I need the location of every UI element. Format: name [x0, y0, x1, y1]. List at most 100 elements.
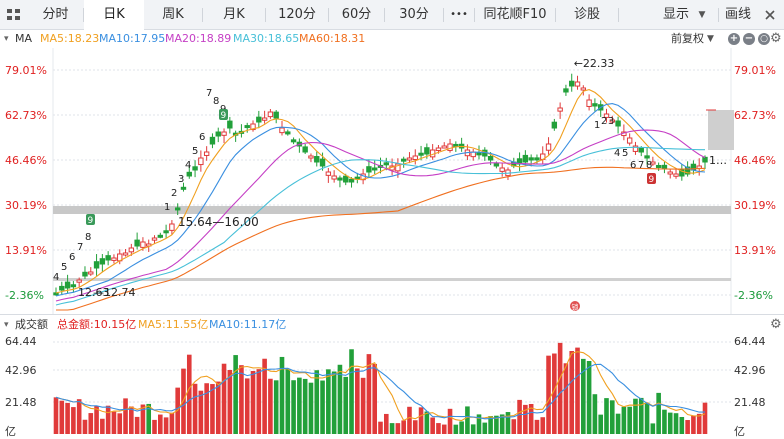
candle-body — [122, 252, 129, 256]
volume-bar — [297, 377, 302, 434]
axis-left-label: 46.46% — [5, 154, 47, 167]
volume-bar — [557, 342, 563, 434]
volume-bar — [308, 382, 314, 434]
axis-left-label: 30.19% — [5, 199, 47, 212]
tab-month-k[interactable]: 月K — [223, 7, 245, 22]
td-sequence-number: 6 — [199, 132, 205, 143]
candle-body — [655, 164, 662, 168]
volume-bar — [378, 421, 383, 434]
toolbar-divider — [384, 8, 385, 22]
candle-body — [285, 131, 291, 135]
candle-body — [372, 167, 378, 171]
volume-ma5: MA5:11.55亿 — [138, 318, 209, 331]
price-grid — [52, 48, 732, 314]
td-sequence-number: 7 — [206, 88, 212, 99]
volume-bar — [117, 413, 123, 434]
candle-body — [128, 247, 135, 253]
toolbar-divider — [555, 8, 556, 22]
volume-bar — [279, 356, 285, 434]
candle-body — [64, 281, 71, 289]
axis-right-label: 46.46% — [734, 154, 776, 167]
volume-bar — [302, 378, 308, 434]
volume-bar — [105, 405, 111, 434]
more-icon[interactable]: ••• — [450, 9, 468, 20]
volume-bar — [59, 400, 65, 434]
draw-line-button[interactable]: 画线 — [724, 7, 751, 22]
adjust-mode-label[interactable]: 前复权 — [671, 32, 704, 45]
volume-bar — [349, 349, 354, 434]
tab-day-k[interactable]: 日K — [84, 0, 144, 30]
volume-bar — [609, 400, 615, 434]
volume-bar — [528, 403, 534, 434]
close-icon[interactable] — [760, 0, 780, 30]
candle-body — [406, 157, 413, 161]
candle-body — [343, 175, 349, 183]
volume-bar — [268, 378, 273, 434]
settings-gear-icon[interactable]: ⚙ — [770, 317, 782, 332]
tab-f10[interactable]: 同花顺F10 — [483, 7, 547, 22]
tab-120min[interactable]: 120分 — [278, 7, 316, 22]
volume-bar — [65, 402, 70, 434]
volume-bar — [667, 412, 673, 434]
candle-body — [661, 164, 668, 169]
tab-60min[interactable]: 60分 — [341, 7, 372, 22]
candle-body — [186, 171, 192, 177]
candle-body — [400, 158, 407, 162]
volume-bar — [372, 363, 378, 434]
candle-body — [435, 147, 442, 151]
candle-body — [59, 285, 65, 291]
volume-chart[interactable] — [0, 334, 784, 436]
td-badge-9: 9 — [649, 175, 655, 185]
td-sequence-number: 4 — [185, 160, 191, 171]
candle-body — [221, 131, 227, 136]
volume-bar — [476, 414, 482, 434]
ma-legend: ▾ MA MA5:18.23 MA10:17.95 MA20:18.89 MA3… — [0, 30, 784, 48]
candle-body — [267, 111, 274, 118]
range-box-label: 15.64—16.00 — [178, 215, 259, 229]
display-menu[interactable]: 显示 — [662, 7, 689, 22]
adjust-dropdown-icon[interactable]: ▼ — [707, 34, 714, 44]
volume-indicator-name[interactable]: 成交额 — [15, 318, 48, 331]
volume-bar — [204, 383, 209, 434]
volume-bar — [586, 361, 592, 434]
legend-indicator-name[interactable]: MA — [15, 32, 33, 45]
candle-body — [180, 186, 187, 190]
axis-right-label: 13.91% — [734, 244, 776, 257]
kline-chart[interactable]: ←22.3312.63—12.7415.64—16.001…4567812345… — [0, 48, 784, 314]
zoom-in-icon[interactable]: + — [728, 33, 740, 45]
zoom-out-icon[interactable]: − — [743, 33, 755, 45]
volume-bar — [505, 412, 511, 434]
volume-bar — [592, 394, 598, 434]
td-badge-9-bg — [647, 173, 656, 184]
candle-body — [644, 155, 650, 159]
tab-week-k[interactable]: 周K — [162, 7, 184, 22]
volume-bar — [71, 407, 76, 434]
volume-bar — [198, 390, 204, 434]
candle-body — [256, 116, 262, 123]
tab-diagnose[interactable]: 诊股 — [573, 7, 600, 22]
candle-body — [592, 103, 598, 107]
volume-bar — [534, 419, 540, 434]
legend-ma10: MA10:17.95 — [99, 32, 166, 45]
volume-bar — [134, 416, 140, 434]
lock-badge: 锁 — [572, 303, 579, 312]
volume-axis-label: 42.96 — [734, 364, 766, 377]
tab-fenshi[interactable]: 分时 — [42, 7, 69, 22]
volume-bar — [581, 358, 586, 434]
volume-bar — [615, 413, 621, 434]
settings-gear-icon[interactable]: ⚙ — [770, 31, 782, 46]
reset-icon[interactable]: ○ — [758, 33, 770, 45]
volume-bar — [239, 365, 244, 434]
collapse-icon[interactable]: ▾ — [4, 34, 9, 44]
collapse-icon[interactable]: ▾ — [4, 320, 9, 330]
axis-left-label: 62.73% — [5, 109, 47, 122]
volume-bar — [499, 414, 505, 434]
axis-left-label: 13.91% — [5, 244, 47, 257]
tab-30min[interactable]: 30分 — [399, 7, 429, 22]
grid-menu-icon[interactable] — [0, 0, 28, 30]
td-sequence-number: 4 — [53, 272, 59, 283]
volume-ma10: MA10:11.17亿 — [209, 318, 287, 331]
candle-body — [227, 120, 233, 129]
chevron-down-icon[interactable]: ▼ — [698, 10, 706, 20]
candle-body — [99, 258, 106, 265]
